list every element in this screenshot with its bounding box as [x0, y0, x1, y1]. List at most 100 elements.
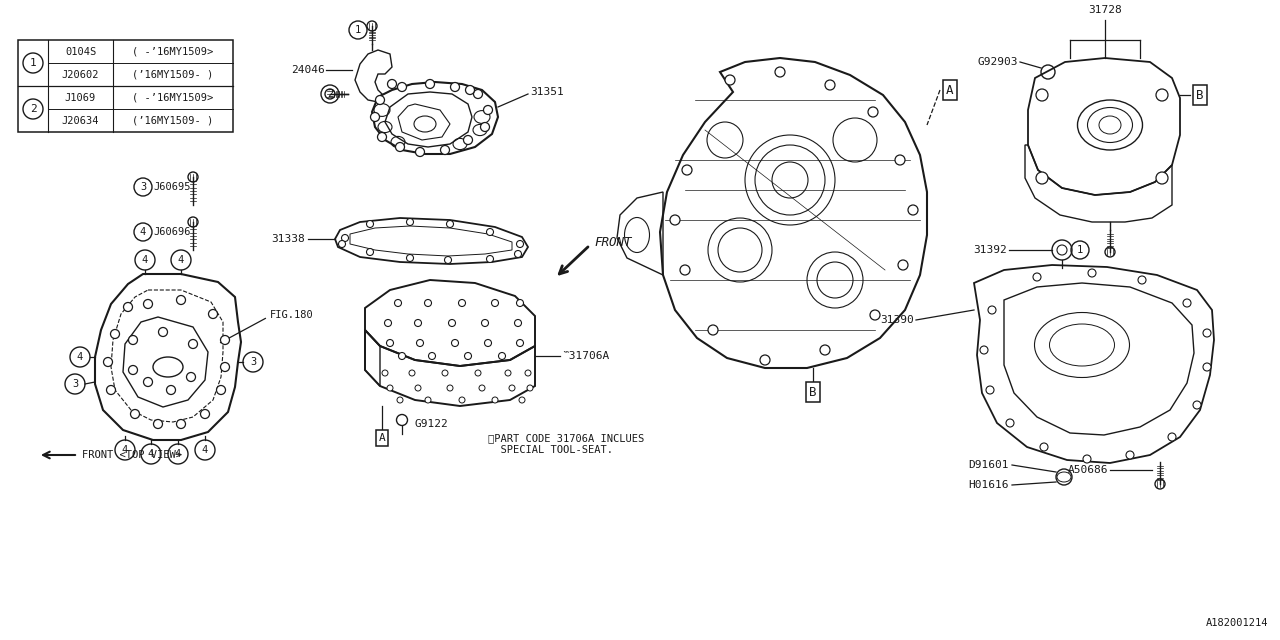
Circle shape	[447, 221, 453, 227]
Circle shape	[458, 300, 466, 307]
Text: FRONT <TOP VIEW>: FRONT <TOP VIEW>	[82, 450, 182, 460]
Circle shape	[440, 145, 449, 154]
Circle shape	[448, 319, 456, 326]
Circle shape	[479, 385, 485, 391]
Circle shape	[509, 385, 515, 391]
Circle shape	[485, 339, 492, 346]
Circle shape	[1126, 451, 1134, 459]
Text: 3: 3	[72, 379, 78, 389]
Circle shape	[128, 365, 137, 374]
Circle shape	[1033, 273, 1041, 281]
Circle shape	[498, 353, 506, 360]
Text: 31351: 31351	[530, 87, 563, 97]
Circle shape	[760, 355, 771, 365]
Text: 3: 3	[250, 357, 256, 367]
Circle shape	[1083, 455, 1091, 463]
Circle shape	[384, 319, 392, 326]
Text: 4: 4	[77, 352, 83, 362]
Text: 24046: 24046	[292, 65, 325, 75]
Text: A50686: A50686	[1068, 465, 1108, 475]
Circle shape	[429, 353, 435, 360]
Circle shape	[201, 410, 210, 419]
Text: ( -’16MY1509>: ( -’16MY1509>	[132, 47, 214, 56]
Text: 0104S: 0104S	[65, 47, 96, 56]
Circle shape	[415, 319, 421, 326]
Circle shape	[397, 397, 403, 403]
Circle shape	[387, 385, 393, 391]
Circle shape	[209, 310, 218, 319]
Text: 2: 2	[326, 89, 333, 99]
Circle shape	[394, 300, 402, 307]
Circle shape	[908, 205, 918, 215]
Text: H01616: H01616	[969, 480, 1009, 490]
Text: 2: 2	[29, 104, 36, 114]
Circle shape	[187, 372, 196, 381]
Circle shape	[899, 260, 908, 270]
Circle shape	[1169, 433, 1176, 441]
Circle shape	[381, 370, 388, 376]
Circle shape	[460, 397, 465, 403]
Text: 1: 1	[1076, 245, 1083, 255]
Text: J60695: J60695	[154, 182, 191, 192]
Circle shape	[143, 378, 152, 387]
Circle shape	[724, 75, 735, 85]
Circle shape	[220, 335, 229, 344]
Circle shape	[1183, 299, 1190, 307]
Circle shape	[177, 296, 186, 305]
Circle shape	[370, 113, 379, 122]
Circle shape	[1193, 401, 1201, 409]
Circle shape	[407, 255, 413, 262]
Circle shape	[143, 300, 152, 308]
Text: 1: 1	[355, 25, 361, 35]
Circle shape	[416, 147, 425, 157]
Circle shape	[1138, 276, 1146, 284]
Text: (’16MY1509- ): (’16MY1509- )	[132, 70, 214, 79]
Circle shape	[396, 143, 404, 152]
Circle shape	[366, 248, 374, 255]
Circle shape	[1203, 363, 1211, 371]
Circle shape	[216, 385, 225, 394]
Text: 4: 4	[175, 449, 182, 459]
Circle shape	[106, 385, 115, 394]
Circle shape	[407, 218, 413, 225]
Circle shape	[416, 339, 424, 346]
Circle shape	[452, 339, 458, 346]
Text: 4: 4	[140, 227, 146, 237]
Text: 1: 1	[29, 58, 36, 68]
Circle shape	[708, 325, 718, 335]
Circle shape	[1039, 443, 1048, 451]
Text: 3: 3	[140, 182, 146, 192]
Circle shape	[1156, 172, 1169, 184]
Text: B: B	[1197, 88, 1203, 102]
Circle shape	[481, 319, 489, 326]
Circle shape	[486, 255, 494, 262]
Circle shape	[366, 221, 374, 227]
Text: D91601: D91601	[969, 460, 1009, 470]
Circle shape	[525, 370, 531, 376]
Circle shape	[342, 234, 348, 241]
Text: 31390: 31390	[881, 315, 914, 325]
Circle shape	[425, 79, 434, 88]
Circle shape	[442, 370, 448, 376]
Circle shape	[680, 265, 690, 275]
Circle shape	[1036, 89, 1048, 101]
Text: 31338: 31338	[271, 234, 305, 244]
Circle shape	[517, 339, 524, 346]
Circle shape	[518, 397, 525, 403]
Circle shape	[410, 370, 415, 376]
Circle shape	[826, 80, 835, 90]
Circle shape	[517, 241, 524, 248]
Text: (’16MY1509- ): (’16MY1509- )	[132, 115, 214, 125]
Text: FIG.180: FIG.180	[270, 310, 314, 320]
Text: A: A	[946, 83, 954, 97]
Circle shape	[506, 370, 511, 376]
Text: J60696: J60696	[154, 227, 191, 237]
Text: 31728: 31728	[1088, 5, 1121, 15]
Text: 4: 4	[178, 255, 184, 265]
Circle shape	[682, 165, 692, 175]
Text: 4: 4	[142, 255, 148, 265]
Bar	[18, 40, 233, 132]
Circle shape	[338, 241, 346, 248]
Circle shape	[1088, 269, 1096, 277]
Circle shape	[517, 300, 524, 307]
